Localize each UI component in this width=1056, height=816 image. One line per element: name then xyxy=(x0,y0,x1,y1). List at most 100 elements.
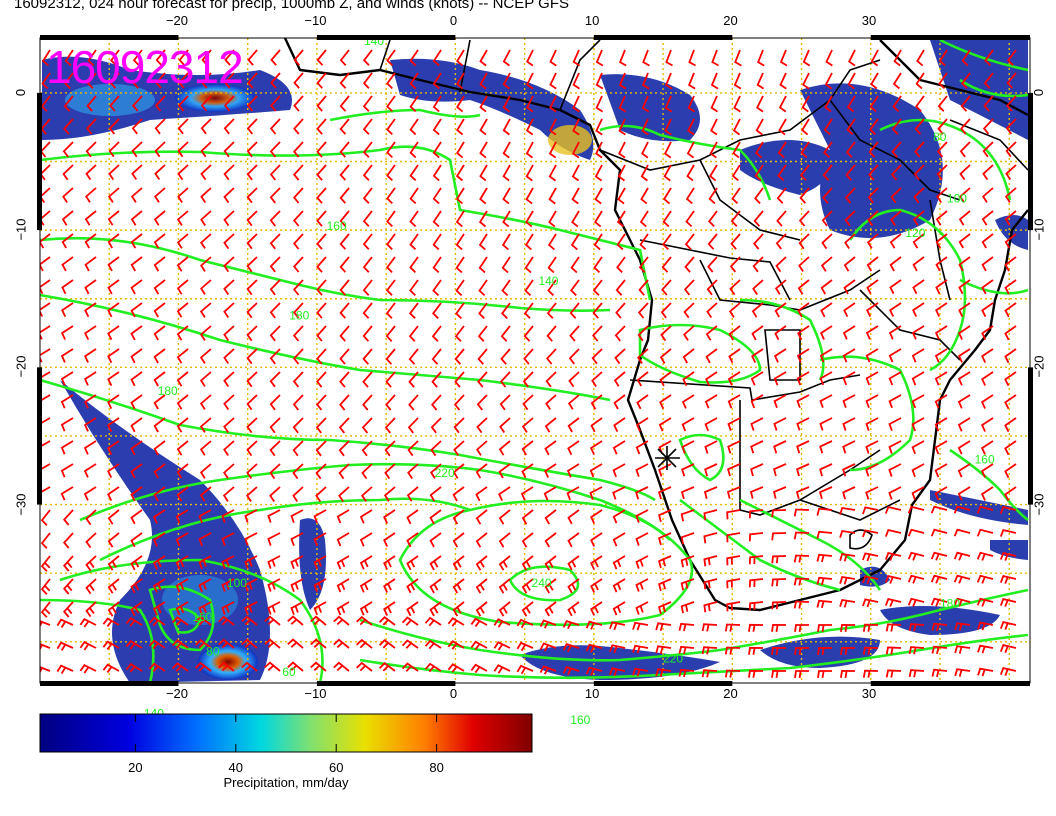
wind-barb xyxy=(175,532,189,547)
wind-barb xyxy=(40,302,51,317)
lat-label-right: −10 xyxy=(1031,218,1047,241)
wind-barb xyxy=(748,532,764,542)
wind-barb xyxy=(862,646,879,655)
wind-barb xyxy=(85,164,97,181)
wind-barb xyxy=(616,210,626,228)
wind-barb xyxy=(817,647,832,656)
wind-barb xyxy=(525,118,534,136)
wind-barb xyxy=(752,279,764,296)
wind-barb xyxy=(726,601,741,612)
wind-barb xyxy=(616,256,626,274)
wind-barb xyxy=(292,394,304,411)
wind-barb xyxy=(885,669,902,678)
wind-barb xyxy=(1006,95,1017,112)
wind-barb xyxy=(385,302,396,319)
wind-barb xyxy=(733,72,742,90)
wind-barb xyxy=(571,164,580,182)
wind-barb xyxy=(820,302,833,318)
wind-barb xyxy=(385,348,396,365)
wind-barb xyxy=(844,210,856,227)
wind-barb xyxy=(60,463,74,478)
wind-barb xyxy=(664,118,672,136)
wind-barb xyxy=(361,486,373,502)
wind-barb xyxy=(847,72,856,90)
wind-barb xyxy=(475,509,488,525)
wind-barb xyxy=(678,668,695,678)
wind-barb xyxy=(999,644,1017,654)
wind-barb xyxy=(246,141,258,158)
wind-barb xyxy=(913,164,925,181)
wind-barb xyxy=(153,325,166,341)
wind-barb xyxy=(1004,233,1017,249)
wind-barb xyxy=(953,597,971,607)
wind-barb xyxy=(40,555,51,572)
contour-label: 180 xyxy=(158,384,178,398)
wind-barb xyxy=(748,623,764,632)
wind-barb xyxy=(641,72,650,90)
wind-barb xyxy=(287,638,304,649)
wind-barb xyxy=(132,49,143,66)
frame-segment xyxy=(1028,92,1033,231)
wind-barb xyxy=(292,371,304,388)
wind-barb xyxy=(176,325,189,341)
wind-barb xyxy=(683,325,695,341)
frame-segment xyxy=(316,681,456,686)
wind-barb xyxy=(641,118,649,136)
wind-barb xyxy=(754,187,764,205)
wind-barb xyxy=(593,256,603,274)
contour-label: 100 xyxy=(227,576,247,590)
frame-segment xyxy=(593,681,733,686)
wind-barb xyxy=(889,302,902,317)
wind-barb xyxy=(915,72,925,90)
wind-barb xyxy=(567,417,580,433)
wind-barb xyxy=(177,164,189,181)
wind-barb xyxy=(386,141,396,159)
wind-barb xyxy=(198,509,212,524)
wind-barb xyxy=(290,532,304,547)
wind-barb xyxy=(176,463,189,479)
lon-label-top: −10 xyxy=(304,13,327,28)
wind-barb xyxy=(703,486,718,500)
wind-barb xyxy=(977,644,994,654)
wind-barb xyxy=(1005,118,1017,135)
wind-barb xyxy=(911,325,925,340)
wind-barb xyxy=(452,555,465,571)
wind-barb xyxy=(244,555,258,569)
wind-barb xyxy=(246,348,258,365)
wind-barb xyxy=(592,325,603,342)
wind-barb xyxy=(333,615,350,626)
wind-barb xyxy=(844,187,856,204)
wind-barb xyxy=(707,233,718,250)
wind-barb xyxy=(430,440,442,457)
lon-label-bottom: 30 xyxy=(861,686,877,701)
wind-barb xyxy=(911,417,925,432)
wind-barb xyxy=(548,210,557,228)
wind-barb xyxy=(727,371,741,386)
wind-barb xyxy=(246,210,258,227)
wind-barb xyxy=(684,256,695,273)
wind-barb xyxy=(293,72,304,89)
wind-barb xyxy=(732,118,741,136)
wind-barb xyxy=(544,555,557,571)
wind-barb xyxy=(246,486,258,502)
wind-barb xyxy=(754,164,764,182)
wind-barb xyxy=(56,664,74,674)
lat-label-left: −30 xyxy=(13,493,29,516)
wind-barb xyxy=(502,49,511,67)
wind-barb xyxy=(176,233,189,249)
wind-barb xyxy=(594,210,603,228)
wind-barb xyxy=(680,555,695,568)
wind-barb xyxy=(177,187,189,203)
lat-label-left: −20 xyxy=(13,355,29,378)
wind-barb xyxy=(176,256,189,272)
wind-barb xyxy=(778,95,787,113)
wind-barb xyxy=(60,371,74,386)
wind-barb xyxy=(659,348,672,364)
wind-barb xyxy=(432,141,442,159)
wind-barb xyxy=(960,118,971,135)
wind-barb xyxy=(155,49,166,66)
wind-barb xyxy=(195,638,212,649)
wind-barb xyxy=(516,641,534,652)
wind-barb xyxy=(705,371,718,386)
wind-barb xyxy=(452,532,465,548)
